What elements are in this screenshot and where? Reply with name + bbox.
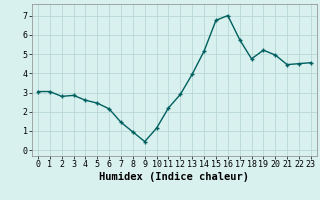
X-axis label: Humidex (Indice chaleur): Humidex (Indice chaleur) bbox=[100, 172, 249, 182]
